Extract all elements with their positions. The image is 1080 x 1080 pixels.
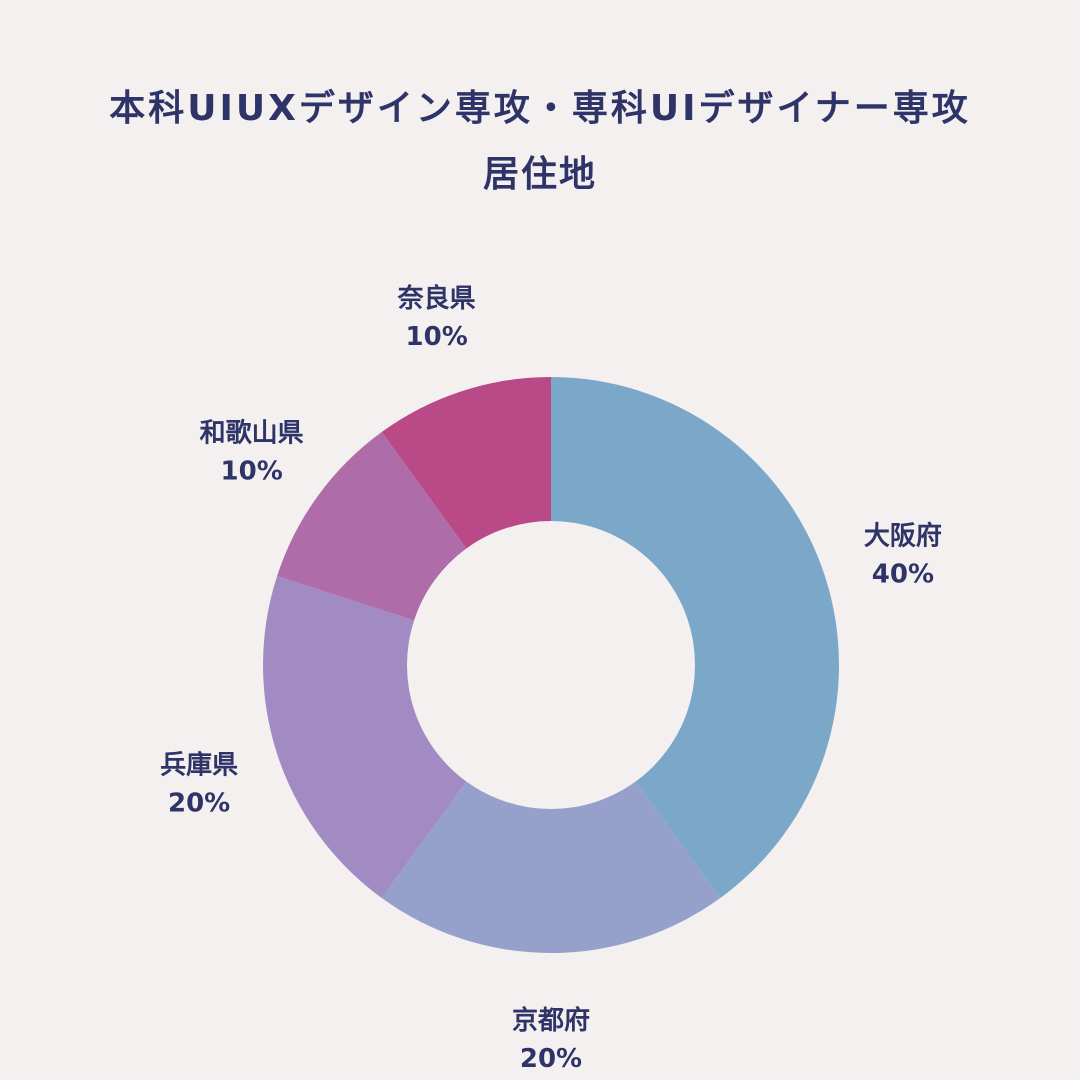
slice-value-label: 40% — [872, 560, 934, 590]
slice-label: 京都府 — [512, 1005, 590, 1036]
chart-subtitle: 居住地 — [482, 154, 597, 195]
slice-label: 大阪府 — [864, 521, 942, 552]
slice-4 — [277, 432, 467, 621]
slice-5 — [381, 377, 551, 549]
slice-value-label: 10% — [221, 457, 283, 487]
slice-2 — [381, 781, 721, 953]
slice-label: 奈良県 — [397, 283, 476, 314]
slice-value-label: 10% — [406, 322, 468, 352]
slice-1 — [551, 377, 839, 898]
chart-title: 本科UIUXデザイン専攻・専科UIデザイナー専攻 — [109, 88, 971, 129]
slice-label: 和歌山県 — [200, 419, 304, 449]
slice-value-label: 20% — [520, 1044, 582, 1074]
slice-value-label: 20% — [168, 788, 230, 818]
slice-3 — [263, 576, 467, 898]
slice-label: 兵庫県 — [160, 750, 238, 780]
